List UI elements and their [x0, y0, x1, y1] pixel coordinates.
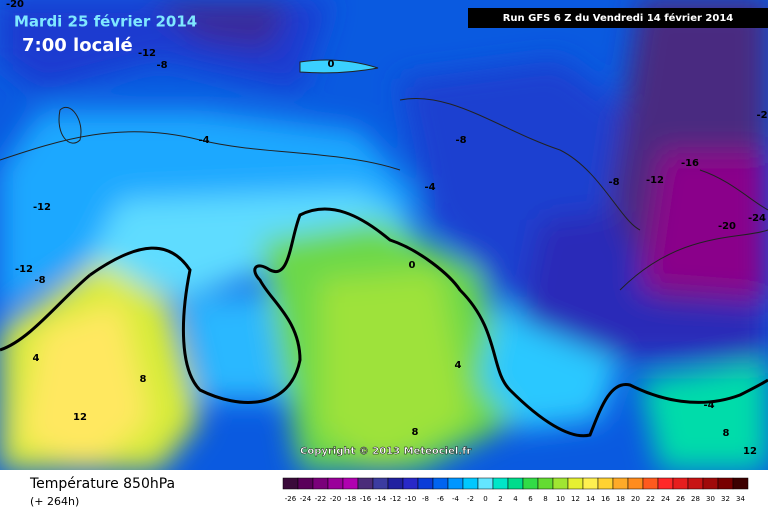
scale-swatch: [642, 477, 659, 490]
contour-label: -12: [15, 264, 33, 275]
scale-label: 12: [571, 495, 580, 503]
scale-label: -16: [360, 495, 372, 503]
scale-swatch: [732, 477, 749, 490]
contour-label: 12: [743, 446, 757, 457]
scale-label: 32: [721, 495, 730, 503]
scale-label: 30: [706, 495, 715, 503]
scale-label: -10: [405, 495, 416, 503]
scale-swatch: [492, 477, 509, 490]
scale-swatch: [357, 477, 374, 490]
contour-labels: -20-12-8 0-4 -8-2-16-12-8-4-12-24-20-12-80…: [6, 0, 768, 457]
contour-label: -8: [156, 60, 167, 71]
scale-swatch: [567, 477, 584, 490]
scale-label: -6: [437, 495, 445, 503]
contour-label: -12: [646, 175, 664, 186]
map: [0, 0, 768, 470]
scale-swatch: [537, 477, 554, 490]
contour-label: 0: [409, 260, 416, 271]
scale-label: -2: [467, 495, 474, 503]
scale-swatch: [432, 477, 449, 490]
scale-swatch: [477, 477, 494, 490]
scale-swatch: [597, 477, 614, 490]
copyright: Copyright © 2013 Meteociel.fr: [300, 446, 471, 457]
scale-label: 16: [601, 495, 610, 503]
scale-label: -26: [285, 495, 297, 503]
scale-label: 34: [736, 495, 745, 503]
scale-swatch: [417, 477, 434, 490]
scale-swatch: [282, 477, 299, 490]
scale-swatch: [402, 477, 419, 490]
contour-label: -12: [138, 48, 156, 59]
scale-label: -22: [315, 495, 326, 503]
scale-swatch: [657, 477, 674, 490]
scale-swatch: [297, 477, 314, 490]
contour-label: 12: [73, 412, 87, 423]
valid-time: 7:00 localé: [22, 35, 133, 56]
contour-label: 4: [33, 353, 40, 364]
contour-label: -4: [424, 182, 435, 193]
scale-swatch: [702, 477, 719, 490]
color-scale: -26 -24 -22 -20 -18 -16 -14 -12 -10 -8 -6 -4 -2 0 2 4 6 8…: [282, 477, 749, 503]
scale-label: -12: [390, 495, 401, 503]
scale-label: -8: [422, 495, 429, 503]
scale-swatch: [522, 477, 539, 490]
contour-label: 8: [140, 374, 147, 385]
contour-label: 0: [328, 59, 335, 70]
scale-swatch: [627, 477, 644, 490]
scale-swatch: [672, 477, 689, 490]
scale-label: 6: [528, 495, 533, 503]
contour-label: -24: [748, 213, 766, 224]
contour-label: -2: [756, 110, 767, 121]
contour-label: -16: [681, 158, 699, 169]
scale-swatch: [312, 477, 329, 490]
run-info: Run GFS 6 Z du Vendredi 14 février 2014: [503, 12, 734, 24]
scale-label: 10: [556, 495, 565, 503]
contour-label: -8: [455, 135, 466, 146]
scale-label: -20: [330, 495, 341, 503]
field-title: Température 850hPa: [29, 476, 175, 492]
scale-label: -24: [300, 495, 312, 503]
scale-label: 28: [691, 495, 700, 503]
scale-swatch: [327, 477, 344, 490]
contour-label: -4: [703, 400, 714, 411]
scale-swatch: [582, 477, 599, 490]
scale-label: 22: [646, 495, 655, 503]
scale-label: 2: [498, 495, 502, 503]
contour-label: -20: [6, 0, 24, 10]
scale-label: -4: [452, 495, 460, 503]
lead-time: (+ 264h): [30, 495, 79, 508]
contour-label: 8: [723, 428, 730, 439]
scale-swatch: [612, 477, 629, 490]
scale-label: 14: [586, 495, 595, 503]
contour-label: -20: [718, 221, 736, 232]
scale-swatch: [717, 477, 734, 490]
contour-label: 4: [455, 360, 462, 371]
scale-swatch: [447, 477, 464, 490]
scale-swatch: [372, 477, 389, 490]
scale-swatch: [687, 477, 704, 490]
scale-label: 8: [543, 495, 547, 503]
scale-label: 20: [631, 495, 640, 503]
scale-label: 0: [483, 495, 487, 503]
scale-swatch: [462, 477, 479, 490]
scale-label: -18: [345, 495, 356, 503]
scale-label: -14: [375, 495, 387, 503]
contour-label: -8: [608, 177, 619, 188]
scale-label: 4: [513, 495, 518, 503]
scale-swatch: [552, 477, 569, 490]
run-banner: [468, 8, 768, 28]
scale-swatch: [342, 477, 359, 490]
scale-label: 26: [676, 495, 685, 503]
scale-swatch: [387, 477, 404, 490]
contour-label: -12: [33, 202, 51, 213]
scale-label: 24: [661, 495, 670, 503]
contour-label: 8: [412, 427, 419, 438]
contour-label: -4: [198, 135, 209, 146]
contour-label: -8: [34, 275, 45, 286]
scale-swatch: [507, 477, 524, 490]
scale-label: 18: [616, 495, 625, 503]
valid-date: Mardi 25 février 2014: [14, 13, 197, 31]
